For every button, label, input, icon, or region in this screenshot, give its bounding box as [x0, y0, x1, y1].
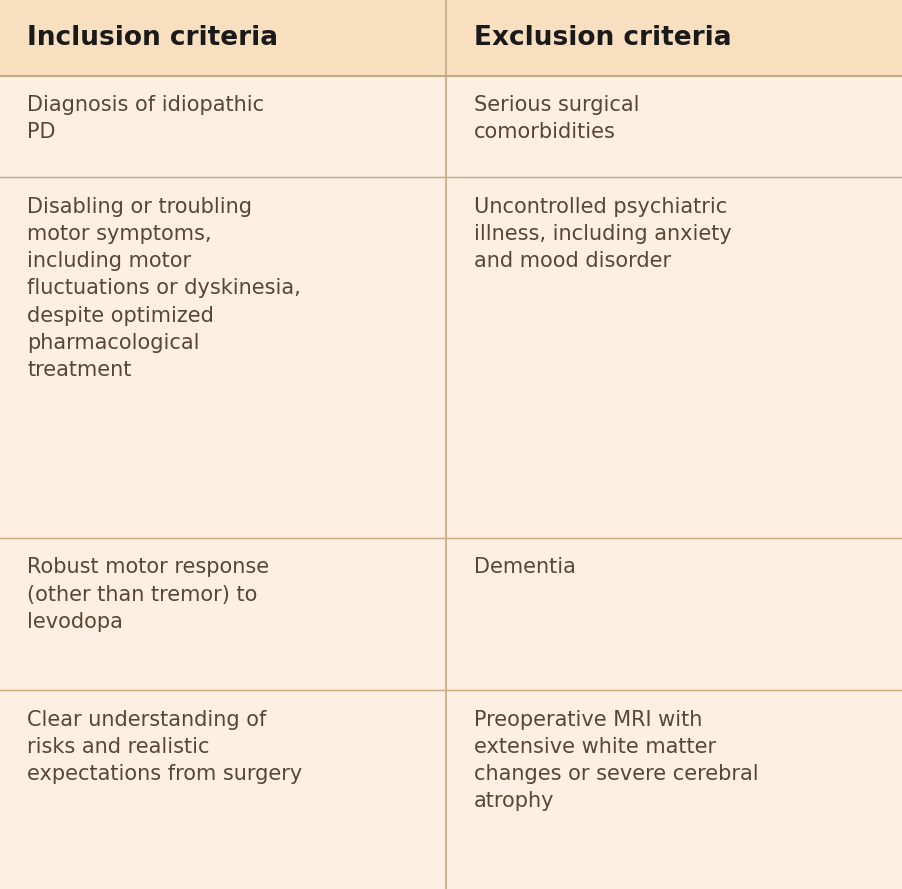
Bar	[0, 0, 902, 76]
Text: Disabling or troubling
motor symptoms,
including motor
fluctuations or dyskinesi: Disabling or troubling motor symptoms, i…	[27, 196, 300, 380]
Text: Uncontrolled psychiatric
illness, including anxiety
and mood disorder: Uncontrolled psychiatric illness, includ…	[474, 196, 732, 271]
Text: Preoperative MRI with
extensive white matter
changes or severe cerebral
atrophy: Preoperative MRI with extensive white ma…	[474, 709, 759, 812]
Text: Inclusion criteria: Inclusion criteria	[27, 25, 278, 51]
Text: Dementia: Dementia	[474, 557, 575, 577]
Text: Diagnosis of idiopathic
PD: Diagnosis of idiopathic PD	[27, 95, 264, 142]
Text: Exclusion criteria: Exclusion criteria	[474, 25, 732, 51]
Text: Serious surgical
comorbidities: Serious surgical comorbidities	[474, 95, 639, 142]
Text: Robust motor response
(other than tremor) to
levodopa: Robust motor response (other than tremor…	[27, 557, 269, 632]
Text: Clear understanding of
risks and realistic
expectations from surgery: Clear understanding of risks and realist…	[27, 709, 302, 784]
